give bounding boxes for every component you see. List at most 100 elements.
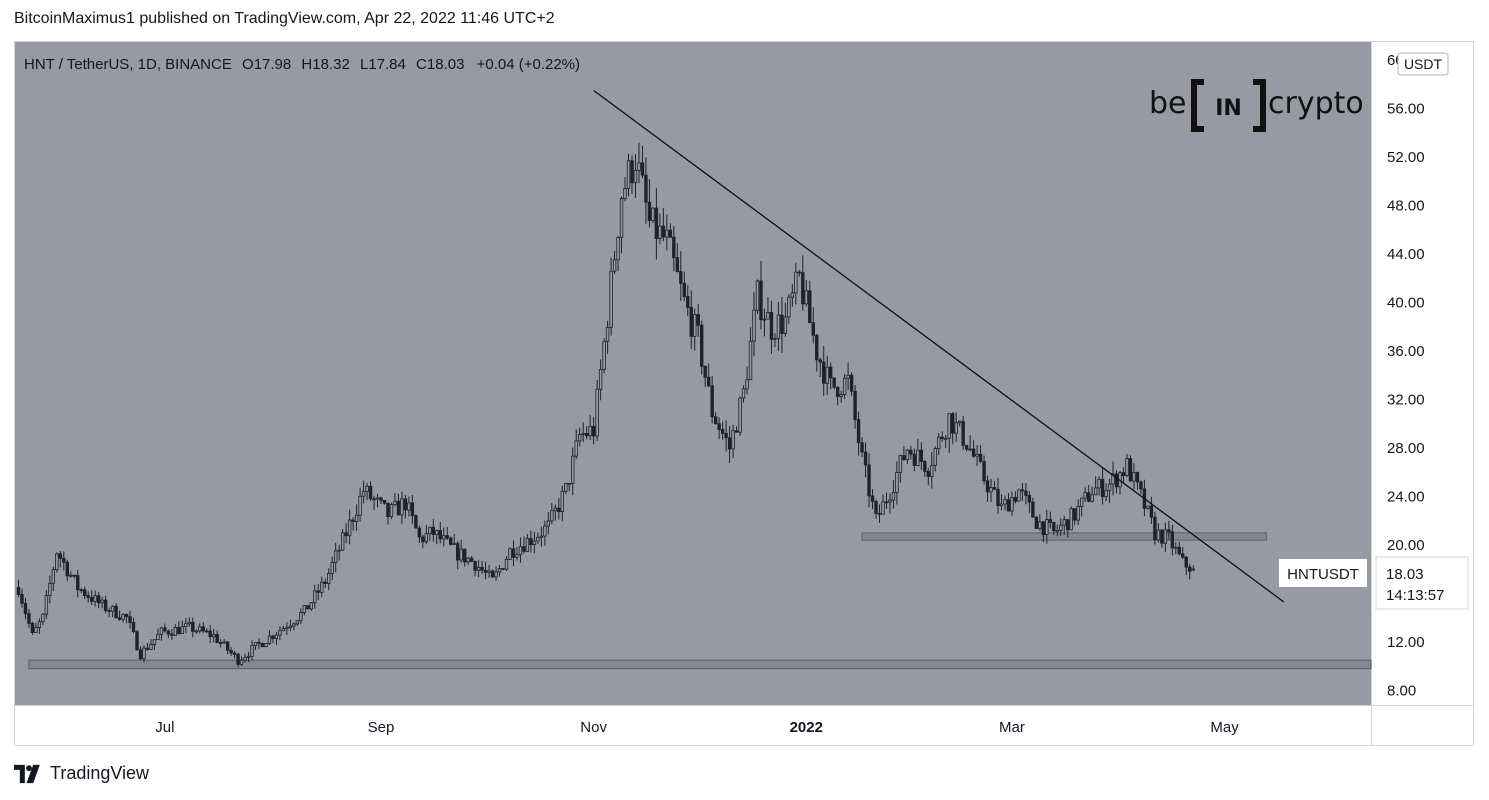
candle	[1017, 488, 1021, 502]
candle	[1174, 542, 1178, 555]
candle	[832, 377, 836, 390]
candle	[194, 629, 198, 635]
candle-body	[354, 514, 359, 522]
candle-body	[1090, 494, 1094, 502]
candle	[999, 494, 1004, 511]
candle-body	[1038, 521, 1042, 529]
candle	[672, 226, 676, 272]
support-zone-1	[28, 659, 1372, 670]
candle	[41, 613, 45, 626]
watermark-right-bracket-icon	[1253, 79, 1266, 132]
candle	[623, 176, 627, 202]
candle	[828, 362, 833, 390]
last-price-tag[interactable]: HNTUSDT 18.03 14:13:57	[1279, 556, 1469, 610]
candle	[696, 303, 700, 337]
candle	[968, 435, 972, 452]
candle-body	[1055, 529, 1059, 532]
candle-body	[124, 614, 129, 618]
candle	[933, 446, 937, 472]
candle-body	[347, 519, 352, 537]
candle-body	[201, 626, 205, 632]
candle-body	[1132, 472, 1136, 482]
candle	[501, 567, 505, 570]
candle-body	[738, 397, 742, 433]
candle	[1191, 565, 1195, 572]
candle	[748, 327, 753, 381]
candle-body	[741, 388, 746, 399]
candle	[815, 333, 819, 372]
candle-body	[1111, 473, 1115, 485]
candle	[438, 521, 442, 544]
price-tick-label: 56.00	[1387, 101, 1425, 118]
candle	[912, 448, 917, 472]
plot-area[interactable]	[15, 42, 1371, 705]
candle-body	[605, 326, 610, 342]
candle-body	[1177, 546, 1181, 555]
candle	[1104, 483, 1108, 502]
candle-body	[727, 437, 732, 450]
candle-body	[1156, 529, 1161, 541]
candle	[295, 620, 300, 626]
candle	[76, 569, 80, 598]
candle	[1069, 506, 1073, 531]
candle-body	[86, 595, 90, 598]
candle-body	[232, 652, 237, 655]
candle	[700, 320, 704, 375]
candle	[602, 338, 606, 374]
candle	[996, 477, 1000, 514]
candle	[1066, 519, 1070, 538]
candle	[69, 571, 73, 578]
candle	[504, 556, 509, 572]
candle-body	[37, 621, 42, 628]
candle-body	[135, 631, 139, 651]
time-axis[interactable]	[15, 706, 1473, 745]
candle	[605, 320, 610, 354]
candle-body	[794, 271, 798, 294]
candle-body	[1125, 458, 1129, 477]
candle	[529, 530, 533, 553]
price-tick-label: 48.00	[1387, 198, 1425, 215]
candle-body	[34, 627, 38, 633]
candle	[344, 523, 348, 544]
candle-body	[815, 334, 819, 361]
candle	[916, 438, 920, 467]
chart[interactable]: 60.0056.0052.0048.0044.0040.0036.0032.00…	[14, 41, 1474, 746]
candle-body	[588, 425, 592, 437]
candle-body	[62, 557, 66, 563]
candle	[368, 481, 373, 502]
candle-body	[246, 655, 251, 658]
candle-body	[853, 390, 857, 420]
watermark-middle: IN	[1215, 96, 1242, 121]
candle-body	[898, 455, 903, 473]
candle	[658, 213, 662, 245]
candle	[1076, 499, 1080, 525]
candle-body	[888, 499, 892, 503]
footer-brand[interactable]: TradingView	[50, 763, 150, 783]
candle-body	[145, 647, 150, 650]
candle-body	[884, 501, 889, 504]
candle-body	[1086, 492, 1091, 502]
candle-body	[159, 627, 164, 635]
candle	[515, 546, 519, 561]
candle	[184, 617, 188, 634]
candle-body	[400, 498, 404, 516]
time-tick-label: Nov	[580, 719, 607, 736]
currency-badge[interactable]: USDT	[1404, 56, 1443, 72]
candle-body	[274, 634, 279, 640]
candle	[44, 590, 49, 620]
candle-body	[975, 453, 979, 457]
candle-body	[574, 440, 578, 457]
candle	[274, 632, 279, 646]
candle-body	[208, 630, 212, 638]
time-tick-label: Jul	[155, 719, 174, 736]
candle	[107, 607, 111, 618]
candle	[532, 531, 537, 554]
candle	[616, 236, 620, 272]
candle-body	[992, 487, 997, 490]
candle	[863, 442, 868, 478]
candle	[229, 647, 233, 656]
candle	[483, 561, 488, 580]
candle-body	[445, 535, 449, 539]
candle-body	[483, 569, 488, 573]
candle	[790, 284, 795, 307]
